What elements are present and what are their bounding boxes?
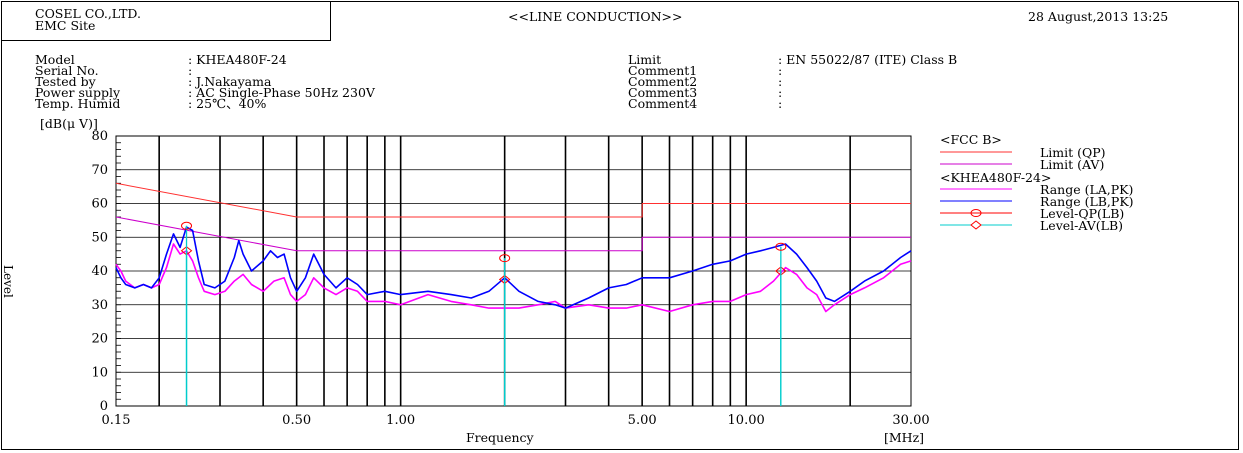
legend-label-limit-av: Limit (AV) [1040, 157, 1105, 172]
site-name: EMC Site [35, 18, 96, 33]
series-line [115, 182, 911, 218]
info-value-comment3: : [778, 85, 783, 100]
info-label-temp: Temp. Humid [35, 96, 121, 111]
info-value-limit: : EN 55022/87 (ITE) Class B [778, 52, 958, 67]
y-tick-label: 20 [91, 332, 108, 347]
legend-label-range-la: Range (LA,PK) [1040, 182, 1134, 197]
y-tick-label: 70 [91, 163, 108, 178]
x-tick-label: 10.00 [728, 413, 765, 428]
legend-group-model: <KHEA480F-24> [940, 170, 1052, 185]
legend-label-level-qp: Level-QP(LB) [1040, 206, 1125, 221]
series-line [115, 216, 911, 252]
legend-group-fcc: <FCC B> [940, 132, 1002, 147]
info-label-tested: Tested by [35, 74, 96, 89]
info-value-comment1: : [778, 63, 783, 78]
legend-label-limit-qp: Limit (QP) [1040, 145, 1106, 160]
info-label-model: Model [35, 52, 75, 67]
company-name: COSEL CO.,LTD. [35, 6, 141, 21]
info-label-comment2: Comment2 [628, 74, 698, 89]
report-title: <<LINE CONDUCTION>> [508, 9, 683, 24]
x-tick-label: 0.50 [282, 413, 311, 428]
legend-diamond-marker [970, 220, 982, 230]
info-value-model: : KHEA480F-24 [188, 52, 287, 67]
x-unit-label: [MHz] [884, 430, 925, 445]
qp-marker [181, 221, 193, 230]
legend-label-range-lb: Range (LB,PK) [1040, 194, 1134, 209]
info-value-power: : AC Single-Phase 50Hz 230V [188, 85, 375, 100]
info-label-comment1: Comment1 [628, 63, 698, 78]
legend-label-level-av: Level-AV(LB) [1040, 218, 1124, 233]
info-label-comment4: Comment4 [628, 96, 698, 111]
x-tick-label: 5.00 [628, 413, 657, 428]
info-label-power: Power supply [35, 85, 121, 100]
y-tick-label: 50 [91, 230, 108, 245]
info-value-temp: : 25℃、40% [188, 96, 267, 111]
x-axis-label: Frequency [466, 430, 534, 445]
legend-circle-marker [970, 209, 982, 217]
report-date: 28 August,2013 13:25 [1028, 9, 1169, 24]
info-label-limit: Limit [628, 52, 662, 67]
y-tick-label: 10 [91, 365, 108, 380]
y-tick-label: 60 [91, 197, 108, 212]
info-value-comment4: : [778, 96, 783, 111]
y-tick-label: 80 [91, 129, 108, 144]
y-tick-label: 30 [91, 298, 108, 313]
info-label-serial: Serial No. [35, 63, 99, 78]
info-value-serial: : [188, 63, 193, 78]
y-tick-label: 40 [91, 264, 108, 279]
x-tick-label: 0.15 [102, 413, 131, 428]
info-label-comment3: Comment3 [628, 85, 698, 100]
info-value-comment2: : [778, 74, 783, 89]
qp-marker [499, 254, 511, 263]
company-box [1, 1, 331, 41]
y-unit-label: [dB(μ V)] [40, 116, 98, 131]
info-value-tested: : J.Nakayama [188, 74, 272, 89]
y-tick-label: 0 [100, 399, 108, 414]
x-tick-label: 1.00 [386, 413, 415, 428]
x-tick-label: 30.00 [892, 413, 929, 428]
qp-marker [775, 242, 787, 251]
